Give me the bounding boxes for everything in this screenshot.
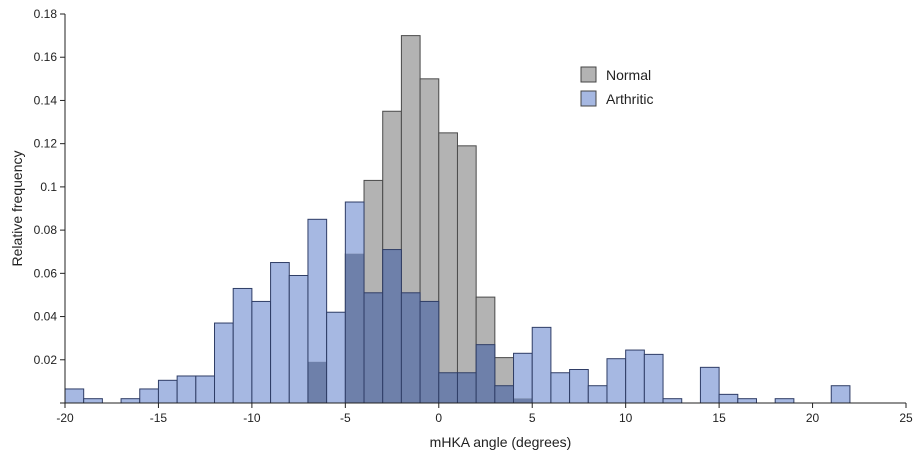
bar-overlap: [513, 398, 533, 403]
y-tick-label: 0.08: [34, 223, 58, 237]
bar-overlap: [364, 292, 383, 403]
x-tick-label: -5: [340, 411, 351, 425]
x-tick-label: 10: [619, 411, 633, 425]
y-tick-label: 0.04: [34, 310, 58, 324]
bar-overlap: [494, 385, 514, 403]
bar-arthritic: [345, 202, 365, 254]
x-axis-title: mHKA angle (degrees): [430, 434, 572, 450]
x-tick-label: 25: [899, 411, 913, 425]
bar-arthritic: [65, 388, 84, 403]
x-ticks: -20 -15 -10 -5 0 5 10 15 20 25: [56, 403, 913, 425]
plot-area: [64, 35, 851, 404]
legend-label-arthritic: Arthritic: [606, 91, 653, 107]
y-tick-label: 0.12: [34, 137, 58, 151]
bar-arthritic: [644, 354, 664, 403]
x-tick-label: 5: [529, 411, 536, 425]
y-tick-label: 0.06: [34, 266, 58, 280]
bar-arthritic: [775, 398, 794, 403]
bar-arthritic: [606, 358, 626, 403]
bar-overlap: [307, 361, 327, 403]
bar-arthritic: [307, 219, 327, 362]
axes: [64, 14, 906, 404]
bar-overlap: [345, 253, 365, 403]
bar-arthritic: [719, 394, 738, 403]
bar-arthritic: [326, 312, 346, 403]
legend-swatch-normal: [580, 66, 597, 83]
y-axis-title: Relative frequency: [9, 151, 25, 267]
bar-arthritic: [270, 262, 290, 403]
y-tick-label: 0.14: [34, 93, 58, 107]
bar-overlap: [401, 292, 421, 403]
bar-arthritic: [513, 353, 533, 399]
bar-arthritic: [663, 398, 682, 403]
bar-arthritic: [737, 398, 757, 403]
y-ticks: 0.02 0.04 0.06 0.08 0.1 0.12 0.14 0.16 0.18: [34, 7, 65, 404]
x-tick-label: -15: [150, 411, 168, 425]
bar-arthritic: [121, 398, 140, 403]
bar-arthritic: [214, 323, 234, 403]
bar-arthritic: [195, 375, 215, 403]
legend-swatch-arthritic: [580, 90, 597, 107]
bar-arthritic: [588, 385, 607, 403]
legend: Normal Arthritic: [580, 66, 653, 107]
bar-arthritic: [139, 388, 159, 403]
x-tick-label: -10: [243, 411, 261, 425]
y-tick-label: 0.18: [34, 7, 58, 21]
bar-arthritic: [177, 375, 196, 403]
y-tick-label: 0.02: [34, 353, 58, 367]
bar-overlap: [438, 372, 458, 403]
legend-label-normal: Normal: [606, 67, 651, 83]
bar-arthritic: [289, 275, 308, 403]
bar-overlap: [420, 301, 439, 403]
x-tick-label: 15: [712, 411, 726, 425]
bar-overlap: [457, 372, 477, 403]
bar-normal: [456, 145, 477, 404]
x-tick-label: -20: [56, 411, 74, 425]
x-tick-label: 20: [806, 411, 820, 425]
bar-arthritic: [158, 380, 178, 403]
bar-arthritic: [233, 288, 252, 403]
bar-arthritic: [550, 372, 570, 403]
bar-arthritic: [700, 367, 720, 403]
y-tick-label: 0.1: [40, 180, 57, 194]
bar-arthritic: [625, 350, 645, 403]
x-tick-label: 0: [435, 411, 442, 425]
bar-arthritic: [831, 385, 850, 403]
bar-arthritic: [532, 327, 551, 403]
bar-overlap: [382, 249, 402, 403]
bar-normal: [438, 132, 458, 404]
y-tick-label: 0.16: [34, 50, 58, 64]
bar-arthritic: [251, 301, 271, 403]
bar-arthritic: [569, 369, 589, 403]
bar-arthritic: [83, 398, 103, 403]
bar-overlap: [476, 344, 495, 403]
